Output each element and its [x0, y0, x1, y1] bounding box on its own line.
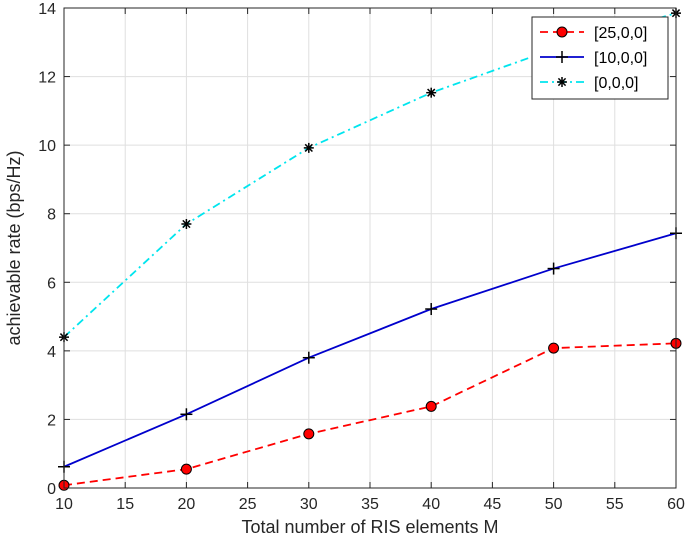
data-point: [303, 142, 314, 153]
data-point: [547, 262, 560, 275]
marker-stroke: [427, 88, 436, 97]
y-tick-label: 12: [38, 70, 56, 87]
data-point: [426, 87, 437, 98]
legend-label: [10,0,0]: [594, 50, 647, 67]
x-axis-label: Total number of RIS elements M: [241, 517, 498, 537]
data-point: [180, 408, 193, 421]
y-tick-label: 10: [38, 138, 56, 155]
marker-stroke: [182, 219, 191, 229]
marker-stroke: [557, 77, 567, 87]
y-tick-label: 0: [47, 481, 56, 498]
axis-ticks: 10 15 20 25 30 35 40 45 50 55 60 0 2 4 6 8 10 12 14: [38, 1, 685, 513]
data-point: [181, 219, 192, 229]
data-point: [425, 303, 438, 316]
data-point: [548, 342, 560, 354]
y-tick-label: 2: [47, 412, 56, 429]
x-tick-label: 15: [116, 496, 134, 513]
legend-label: [25,0,0]: [594, 25, 647, 42]
x-tick-label: 20: [178, 496, 196, 513]
y-axis-label: achievable rate (bps/Hz): [4, 150, 24, 345]
y-tick-label: 8: [47, 207, 56, 224]
legend: [25,0,0] [10,0,0] [0,0,0]: [531, 16, 669, 100]
x-tick-label: 60: [667, 496, 685, 513]
data-point: [303, 428, 315, 440]
x-tick-label: 35: [361, 496, 379, 513]
x-tick-label: 25: [239, 496, 257, 513]
series-0: [58, 337, 682, 491]
legend-entry: [0,0,0]: [540, 75, 638, 92]
y-tick-label: 14: [38, 1, 56, 18]
x-tick-label: 50: [545, 496, 563, 513]
x-tick-label: 40: [422, 496, 440, 513]
legend-marker: [556, 26, 568, 38]
y-tick-label: 6: [47, 275, 56, 292]
legend-marker: [556, 51, 568, 63]
marker-stroke: [304, 143, 313, 153]
legend-box: [531, 16, 669, 100]
x-tick-label: 30: [300, 496, 318, 513]
series-line: [63, 232, 677, 468]
x-tick-label: 10: [55, 496, 73, 513]
x-tick-label: 55: [606, 496, 624, 513]
legend-entry: [10,0,0]: [540, 50, 647, 67]
x-tick-label: 45: [484, 496, 502, 513]
legend-label: [0,0,0]: [594, 75, 638, 92]
data-point: [425, 400, 437, 412]
y-tick-label: 4: [47, 344, 56, 361]
data-point: [302, 351, 315, 364]
series-1: [58, 227, 682, 473]
series-line: [63, 342, 677, 487]
legend-marker: [557, 77, 567, 87]
data-point: [180, 463, 192, 475]
legend-entry: [25,0,0]: [540, 25, 647, 42]
